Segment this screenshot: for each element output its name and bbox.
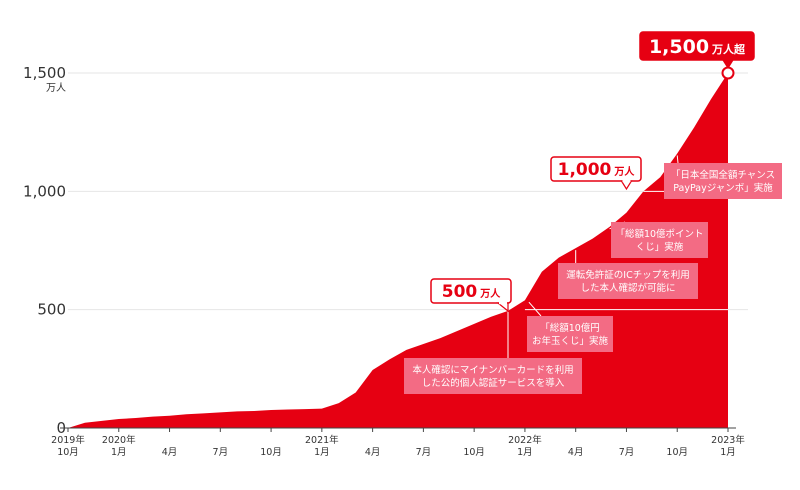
x-tick-month: 7月 [416,447,432,458]
x-tick-month: 4月 [365,447,381,458]
annotation-box [611,222,708,258]
annotation-box [527,316,613,352]
annotation-text: くじ」実施 [636,241,684,253]
x-tick-month: 7月 [213,447,229,458]
x-tick-year: 2023年 [711,434,745,446]
annotation-pointer [676,155,679,164]
milestone-badge [550,156,642,182]
x-tick-year: 2022年 [508,434,542,446]
x-tick-month: 10月 [666,447,688,458]
milestone-callout: 500 万人 [430,278,512,313]
annotation-text: した公的個人認証サービスを導入 [422,377,565,389]
milestone-badge-final [639,31,755,61]
annotation-text: 「総額10億円 [540,322,600,334]
x-tick-month: 1月 [314,447,330,458]
y-tick-label: 1,000 [23,182,66,200]
annotation-text: 運転免許証のICチップを利用 [566,269,689,281]
endpoint-marker [721,66,735,80]
x-tick-year: 2021年 [305,434,339,446]
annotation-text: 本人確認にマイナンバーカードを利用 [412,364,573,376]
x-tick-month: 10月 [463,447,485,458]
annotation-pointer [528,301,542,317]
x-tick-month: 1月 [517,447,533,458]
annotation-box [404,358,582,394]
milestone-pointer-joint [622,179,631,183]
milestone-badge [430,278,512,304]
y-tick-label: 1,500 [23,64,66,82]
milestone-label: 1,500 万人超 [649,36,746,58]
annotations: 本人確認にマイナンバーカードを利用した公的個人認証サービスを導入「総額10億円お… [404,155,782,394]
annotation-box [558,263,698,299]
x-tick-year: 2020年 [102,434,136,446]
milestone-pointer [721,59,735,70]
annotation-text: 「総額10億ポイント [615,228,703,240]
x-tick-month: 4月 [568,447,584,458]
milestone-callout: 1,500 万人超 [639,31,755,80]
milestones: 500 万人 1,000 万人 1,500 万人超 [430,31,755,313]
annotation-box [664,163,782,199]
milestone-label: 500 万人 [442,282,502,302]
milestone-callout: 1,000 万人 [550,156,642,191]
milestone-label: 1,000 万人 [558,160,636,180]
x-tick-month: 10月 [260,447,282,458]
x-tick-month: 1月 [111,447,127,458]
x-tick-month: 4月 [162,447,178,458]
x-tick-year: 2019年 [51,434,85,446]
annotation-text: した本人確認が可能に [580,282,675,294]
annotation-text: お年玉くじ」実施 [532,335,609,347]
milestone-pointer-joint [499,301,507,305]
y-unit-label: 万人 [46,82,66,94]
y-tick-label: 500 [37,301,66,319]
x-tick-month: 1月 [720,447,736,458]
annotation-text: PayPayジャンボ」実施 [673,182,773,194]
x-tick-month: 10月 [57,447,79,458]
annotation-text: 「日本全国全額チャンス [671,169,775,181]
x-tick-month: 7月 [619,447,635,458]
